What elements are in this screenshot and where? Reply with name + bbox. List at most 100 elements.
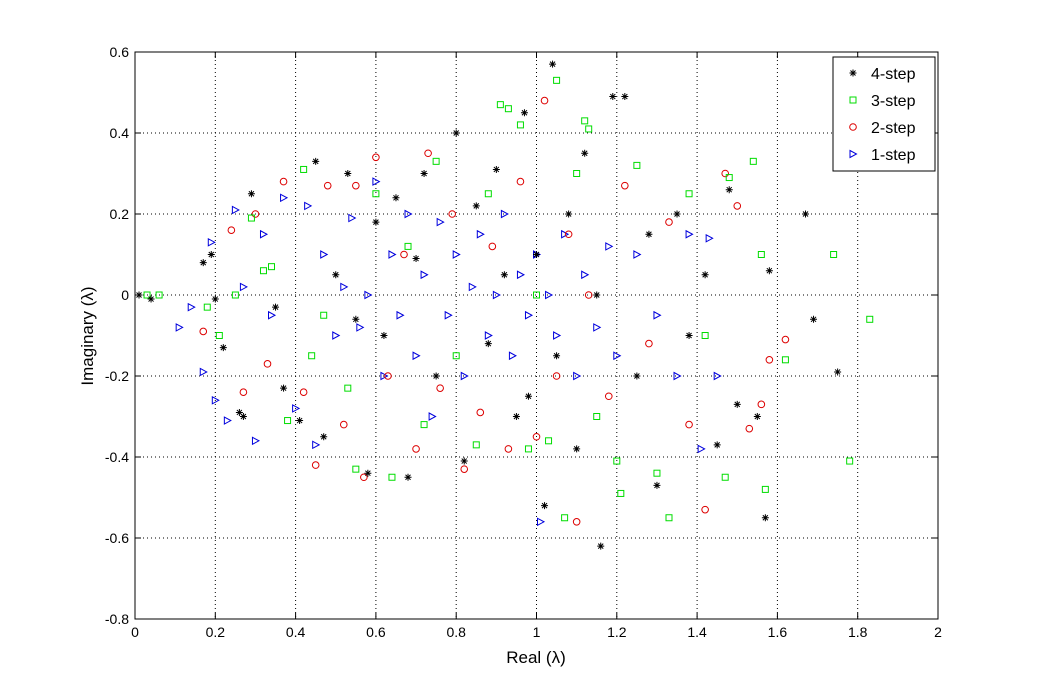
- point-2-step: [412, 445, 420, 453]
- point-3-step: [404, 242, 412, 250]
- point-1-step: [713, 371, 722, 381]
- point-4-step: [272, 303, 280, 311]
- point-3-step: [352, 465, 360, 473]
- point-3-step: [866, 315, 874, 323]
- point-4-step: [352, 315, 360, 323]
- point-1-step: [705, 233, 714, 243]
- point-1-step: [223, 416, 232, 425]
- point-4-step: [492, 165, 500, 173]
- point-4-step: [802, 210, 810, 218]
- y-tick-label: -0.2: [105, 368, 129, 384]
- point-4-step: [685, 332, 693, 339]
- point-1-step: [292, 404, 301, 413]
- point-4-step: [247, 190, 255, 198]
- point-3-step: [496, 101, 504, 109]
- point-4-step: [553, 352, 561, 360]
- point-4-step: [524, 392, 532, 400]
- point-4-step: [512, 413, 520, 420]
- point-1-step: [404, 209, 413, 219]
- point-4-step: [380, 332, 388, 339]
- point-1-step: [492, 290, 501, 300]
- series-3-step: [143, 76, 874, 522]
- point-4-step: [653, 481, 661, 489]
- point-4-step: [597, 542, 605, 550]
- point-3-step: [749, 157, 757, 165]
- point-2-step: [227, 226, 236, 234]
- point-1-step: [436, 217, 445, 227]
- point-3-step: [613, 457, 621, 465]
- point-1-step: [332, 331, 341, 340]
- point-4-step: [280, 384, 288, 392]
- x-tick-label: 1.2: [607, 624, 627, 640]
- point-4-step: [533, 251, 540, 258]
- point-1-step: [280, 193, 289, 203]
- point-4-step: [573, 445, 581, 453]
- legend-marker-1-step: [849, 149, 858, 159]
- point-1-step: [697, 444, 706, 454]
- point-4-step: [135, 291, 143, 299]
- point-3-step: [701, 332, 709, 339]
- point-3-step: [665, 514, 673, 522]
- data-points: [135, 60, 874, 550]
- point-3-step: [761, 485, 769, 493]
- point-1-step: [428, 412, 437, 421]
- point-1-step: [231, 205, 240, 215]
- y-tick-label: -0.8: [105, 611, 129, 627]
- point-1-step: [251, 436, 261, 446]
- point-2-step: [757, 400, 766, 409]
- point-4-step: [239, 413, 247, 420]
- point-4-step: [199, 259, 207, 267]
- point-2-step: [279, 177, 288, 186]
- point-4-step: [609, 93, 617, 101]
- point-3-step: [516, 121, 524, 129]
- point-4-step: [452, 129, 460, 137]
- point-2-step: [504, 445, 513, 453]
- point-4-step: [673, 210, 681, 218]
- point-2-step: [532, 432, 541, 441]
- point-1-step: [593, 323, 602, 332]
- x-tick-label: 1.4: [687, 624, 707, 640]
- point-1-step: [561, 229, 570, 239]
- point-4-step: [765, 267, 773, 275]
- point-4-step: [312, 157, 320, 165]
- point-2-step: [424, 149, 432, 158]
- series-1-step: [175, 177, 722, 527]
- point-4-step: [633, 372, 641, 380]
- legend-marker-3-step: [849, 96, 857, 104]
- point-3-step: [653, 469, 661, 477]
- point-1-step: [320, 250, 329, 259]
- x-tick-label: 2: [934, 624, 942, 640]
- point-3-step: [247, 214, 255, 222]
- point-4-step: [761, 514, 769, 522]
- x-tick-label: 0.6: [366, 624, 386, 640]
- point-2-step: [488, 242, 497, 251]
- point-2-step: [745, 424, 754, 433]
- axis-ticks: 0 0.2 0.4 0.6 0.8 1 1.2 1.4 1.6 1.8 20.60.40.20-0.…: [105, 44, 942, 640]
- point-2-step: [323, 181, 332, 190]
- point-4-step: [372, 218, 380, 226]
- x-tick-label: 1.6: [768, 624, 788, 640]
- point-1-step: [516, 270, 525, 280]
- point-4-step: [235, 408, 243, 416]
- point-4-step: [404, 473, 412, 481]
- point-4-step: [364, 469, 372, 477]
- point-1-step: [187, 302, 196, 312]
- point-1-step: [396, 310, 405, 320]
- point-2-step: [199, 327, 208, 336]
- point-3-step: [585, 125, 593, 133]
- point-2-step: [352, 181, 360, 190]
- point-1-step: [340, 282, 349, 292]
- series-2-step: [199, 96, 790, 526]
- point-3-step: [484, 190, 492, 198]
- point-3-step: [533, 291, 540, 299]
- x-axis-label: Real (λ): [506, 648, 566, 667]
- point-3-step: [472, 441, 480, 449]
- point-3-step: [143, 291, 151, 299]
- legend-label-4-step: 4-step: [871, 66, 916, 83]
- point-4-step: [565, 210, 573, 218]
- point-2-step: [685, 420, 693, 429]
- x-tick-label: 0.8: [446, 624, 466, 640]
- point-1-step: [412, 351, 421, 361]
- point-1-step: [605, 242, 614, 251]
- point-2-step: [436, 384, 444, 392]
